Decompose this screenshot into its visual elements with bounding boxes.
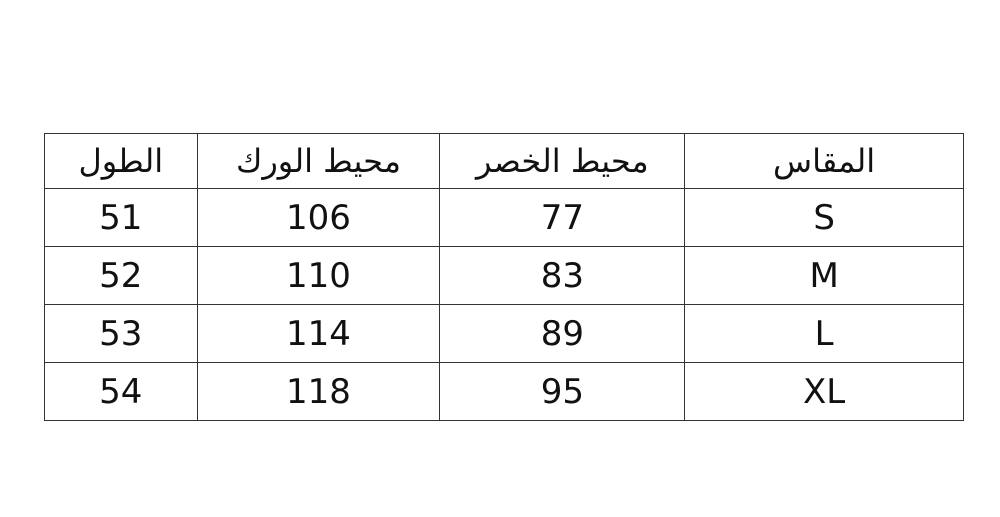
- cell-waist: 83: [439, 246, 686, 305]
- header-size: المقاس: [684, 133, 964, 189]
- table-row: XL 95 118 54: [44, 362, 964, 421]
- cell-length: 52: [44, 246, 198, 305]
- table-row: L 89 114 53: [44, 304, 964, 363]
- header-waist: محيط الخصر: [439, 133, 686, 189]
- cell-length: 54: [44, 362, 198, 421]
- cell-size: S: [684, 188, 964, 247]
- header-length: الطول: [44, 133, 198, 189]
- cell-length: 51: [44, 188, 198, 247]
- cell-waist: 89: [439, 304, 686, 363]
- cell-hip: 118: [196, 362, 441, 421]
- cell-length: 53: [44, 304, 198, 363]
- header-row: المقاس محيط الخصر محيط الورك الطول: [44, 133, 964, 189]
- cell-hip: 114: [196, 304, 441, 363]
- cell-size: XL: [684, 362, 964, 421]
- cell-waist: 95: [439, 362, 686, 421]
- cell-size: L: [684, 304, 964, 363]
- size-chart-table: المقاس محيط الخصر محيط الورك الطول S 77 …: [44, 133, 964, 421]
- cell-size: M: [684, 246, 964, 305]
- cell-waist: 77: [439, 188, 686, 247]
- table-row: S 77 106 51: [44, 188, 964, 247]
- cell-hip: 110: [196, 246, 441, 305]
- cell-hip: 106: [196, 188, 441, 247]
- header-hip: محيط الورك: [196, 133, 441, 189]
- table-row: M 83 110 52: [44, 246, 964, 305]
